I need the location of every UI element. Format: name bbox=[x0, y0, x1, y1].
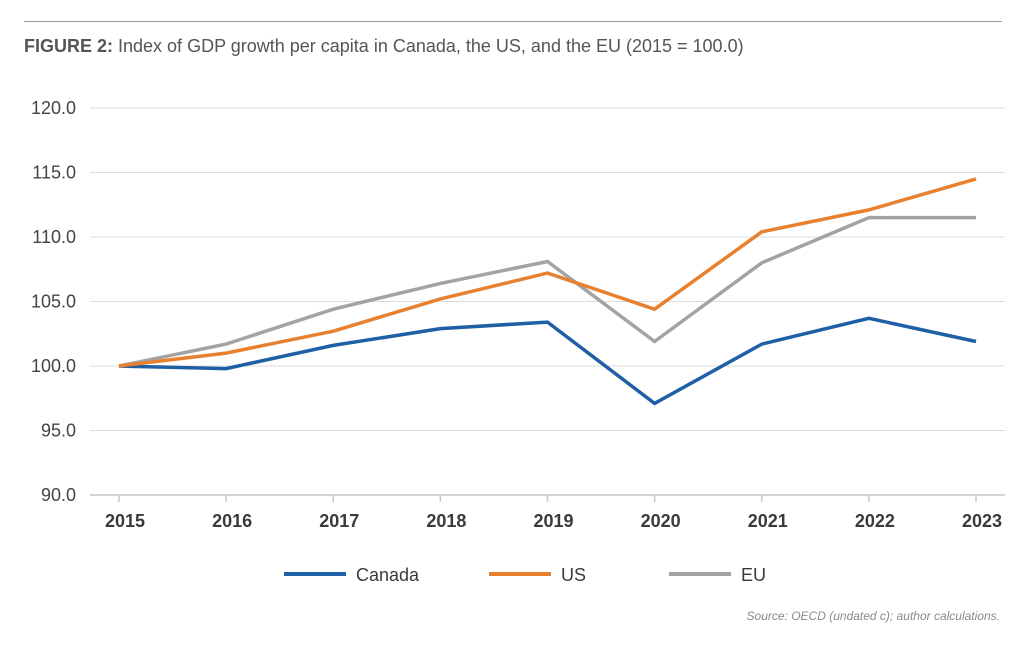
x-tick-label: 2022 bbox=[855, 511, 895, 531]
legend: Canada US EU bbox=[284, 565, 766, 585]
series-line-us bbox=[118, 177, 977, 368]
y-tick-label: 100.0 bbox=[31, 356, 76, 376]
figure-title: FIGURE 2: Index of GDP growth per capita… bbox=[24, 36, 744, 57]
x-tick-label: 2021 bbox=[748, 511, 788, 531]
legend-label-us: US bbox=[561, 565, 586, 585]
source-note: Source: OECD (undated c); author calcula… bbox=[746, 609, 1000, 623]
x-tick-label: 2020 bbox=[641, 511, 681, 531]
x-tick-label: 2019 bbox=[533, 511, 573, 531]
y-tick-label: 110.0 bbox=[32, 227, 76, 247]
series-lines bbox=[118, 177, 977, 406]
y-tick-label: 120.0 bbox=[31, 98, 76, 118]
series-line-eu bbox=[118, 215, 976, 368]
figure-title-text: Index of GDP growth per capita in Canada… bbox=[113, 36, 744, 56]
figure-label: FIGURE 2: bbox=[24, 36, 114, 56]
x-tick-label: 2015 bbox=[105, 511, 145, 531]
x-axis: 2015 2016 2017 2018 2019 2020 2021 2022 2023 bbox=[90, 494, 1005, 531]
legend-label-canada: Canada bbox=[356, 565, 420, 585]
y-tick-label: 115.0 bbox=[32, 163, 76, 183]
y-tick-label: 95.0 bbox=[41, 421, 76, 441]
y-tick-label: 105.0 bbox=[31, 292, 76, 312]
x-tick-label: 2016 bbox=[212, 511, 252, 531]
x-tick-label: 2017 bbox=[319, 511, 359, 531]
x-tick-label: 2018 bbox=[426, 511, 466, 531]
x-tick-label: 2023 bbox=[962, 511, 1002, 531]
series-line-canada bbox=[118, 316, 977, 406]
top-rule bbox=[24, 21, 1002, 22]
y-axis-ticks: 90.0 95.0 100.0 105.0 110.0 115.0 120.0 bbox=[31, 98, 76, 505]
y-tick-label: 90.0 bbox=[41, 485, 76, 505]
legend-label-eu: EU bbox=[741, 565, 766, 585]
gridlines bbox=[90, 107, 1005, 431]
